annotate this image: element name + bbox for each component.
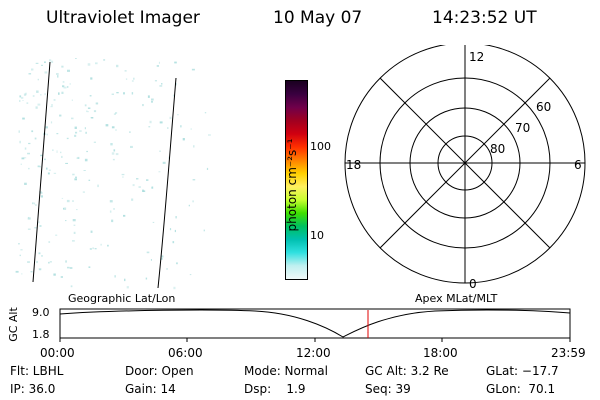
apex-label: Apex MLat/MLT: [415, 292, 498, 305]
ip-info: IP: 36.0: [10, 382, 56, 396]
mode-info: Mode: Normal: [244, 364, 328, 378]
time-tick-2359: 23:59: [551, 346, 586, 360]
time-tick-1800: 18:00: [423, 346, 458, 360]
seq-info: Seq: 39: [365, 382, 411, 396]
left-boundary-line: [32, 61, 51, 283]
colorbar-tick-10: 10: [310, 229, 324, 242]
filter-info: Flt: LBHL: [10, 364, 64, 378]
colorbar-tick-100: 100: [310, 140, 331, 153]
lat-label-70: 70: [515, 121, 530, 135]
mlt-label-6: 6: [574, 158, 582, 172]
mlt-label-12: 12: [469, 50, 484, 64]
mlt-label-18: 18: [346, 158, 361, 172]
mlt-line-diag2: [379, 77, 551, 249]
lat-label-60: 60: [536, 100, 551, 114]
door-info: Door: Open: [125, 364, 194, 378]
orbit-timeline: [59, 308, 571, 342]
time-label: 14:23:52 UT: [432, 8, 537, 28]
glon-info: GLon: 70.1: [486, 382, 556, 396]
gc-alt-axis-title: GC Alt: [6, 307, 20, 342]
right-boundary-line: [157, 77, 177, 289]
gc-alt-info: GC Alt: 3.2 Re: [365, 364, 449, 378]
polar-grid: 12 18 6 0 60 70 80: [344, 45, 586, 290]
time-tick-1200: 12:00: [296, 346, 331, 360]
date-label: 10 May 07: [273, 8, 363, 28]
gc-alt-tick-high: 9.0: [32, 306, 50, 319]
gc-alt-tick-low: 1.8: [32, 328, 50, 341]
gain-info: Gain: 14: [125, 382, 176, 396]
aurora-speckles: [15, 58, 211, 290]
colorbar: [285, 80, 308, 280]
colorbar-gradient: [286, 81, 307, 279]
altitude-curve: [59, 309, 571, 338]
geo-latlon-label: Geographic Lat/Lon: [68, 292, 176, 305]
time-tick-0000: 00:00: [40, 346, 75, 360]
uv-image-panel: [15, 58, 211, 290]
lat-label-80: 80: [490, 142, 505, 156]
dsp-info: Dsp: 1.9: [244, 382, 306, 396]
instrument-title: Ultraviolet Imager: [46, 8, 200, 28]
time-tick-0600: 06:00: [168, 346, 203, 360]
colorbar-label: photon cm⁻²s⁻¹: [285, 138, 299, 232]
glat-info: GLat: −17.7: [486, 364, 559, 378]
mlt-label-0: 0: [469, 277, 477, 290]
